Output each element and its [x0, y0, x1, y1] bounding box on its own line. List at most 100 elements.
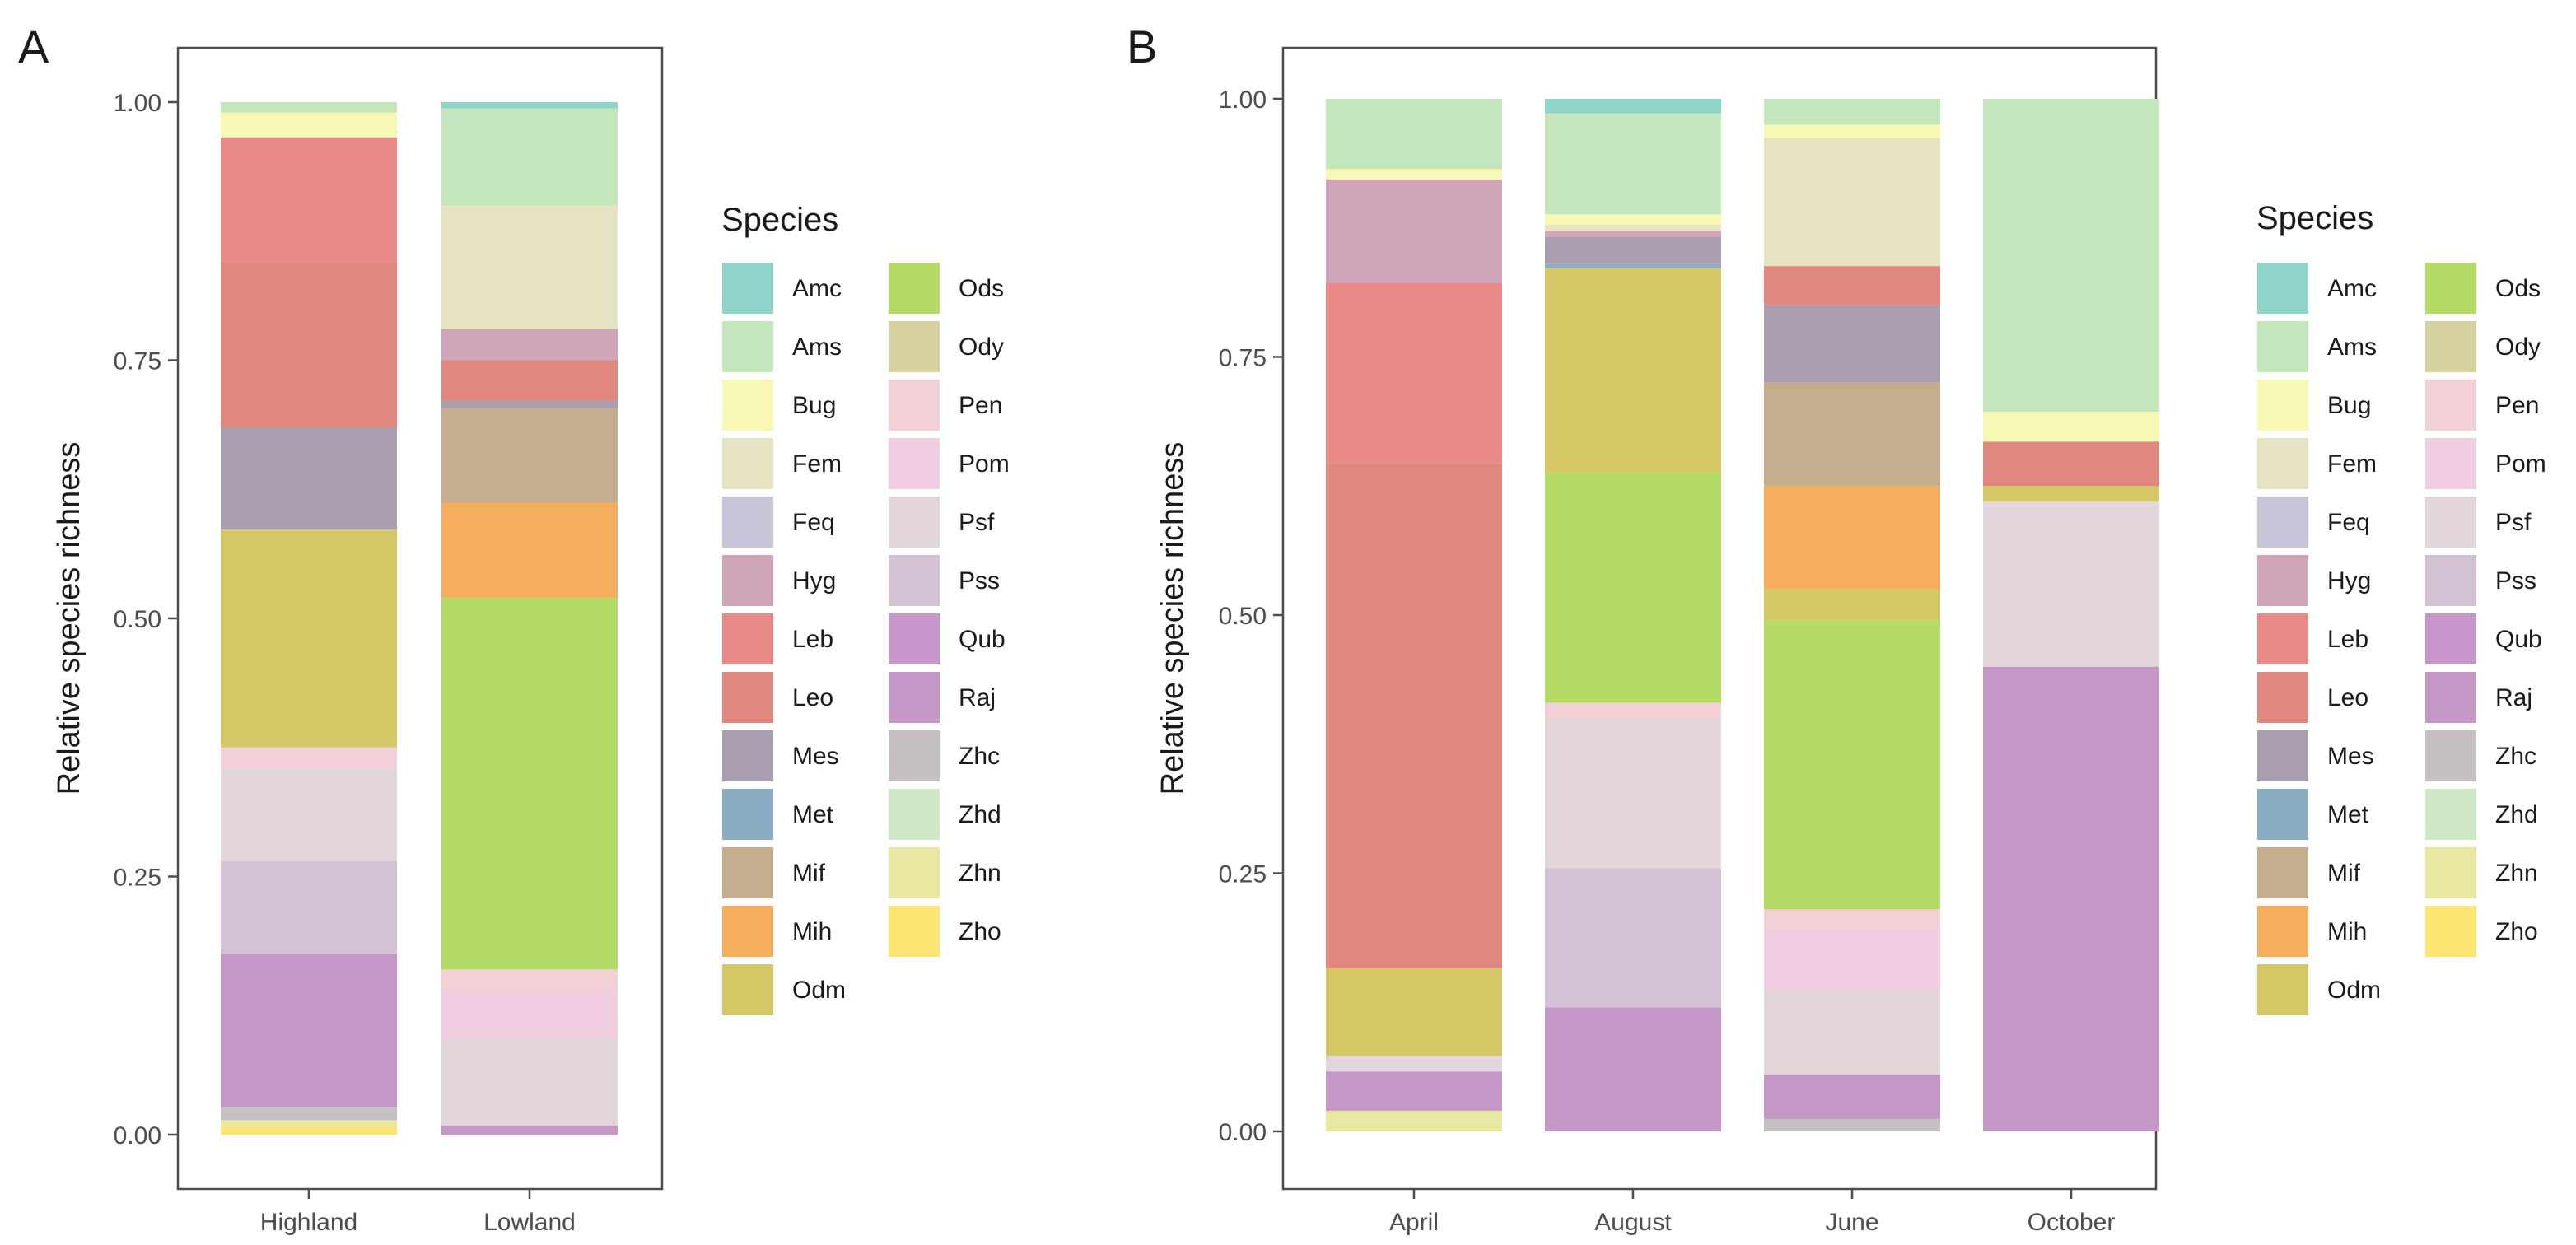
bar-segment-april-raj [1326, 1071, 1502, 1111]
bar-segment-april-ams [1326, 99, 1502, 170]
bar-segment-june-raj [1764, 1075, 1940, 1119]
legend-label-met: Met [792, 801, 834, 828]
bar-segment-highland-leb [221, 137, 397, 263]
bar-segment-lowland-leo [441, 360, 618, 401]
x-tick-label: October [2028, 1209, 2116, 1236]
legend-swatch-ody [2424, 319, 2478, 374]
legend-swatch-ams [721, 319, 775, 374]
legend-label-mif: Mif [792, 860, 826, 887]
legend-swatch-zhd [2424, 787, 2478, 842]
legend-label-leo: Leo [792, 684, 833, 711]
legend-swatch-leb [721, 612, 775, 666]
legend-label-zhn: Zhn [959, 860, 1001, 887]
bar-segment-highland-pss [221, 860, 397, 954]
bar-segment-highland-zhn [221, 1120, 397, 1126]
legend-label-ody: Ody [2495, 333, 2541, 361]
bar-segment-october-ams [1983, 99, 2159, 412]
legend-label-mih: Mih [2327, 918, 2367, 945]
bar-segment-highland-ams [221, 102, 397, 113]
bar-segment-highland-psf [221, 767, 397, 861]
bar-segment-june-psf [1764, 990, 1940, 1075]
legend-swatch-fem [721, 436, 775, 491]
bar-segment-lowland-fem [441, 205, 618, 329]
bar-segment-lowland-mih [441, 502, 618, 598]
legend-swatch-pss [2424, 553, 2478, 608]
legend-label-met: Met [2327, 801, 2369, 828]
bar-segment-june-ams [1764, 99, 1940, 125]
legend-label-psf: Psf [959, 509, 995, 536]
bar-segment-august-ods [1545, 472, 1721, 703]
y-tick-label: 0.75 [114, 348, 161, 375]
legend-label-zho: Zho [2495, 918, 2538, 945]
legend-label-amc: Amc [792, 275, 842, 302]
legend-swatch-mih [721, 904, 775, 958]
legend-swatch-pen [2424, 378, 2478, 432]
bar-segment-june-pen [1764, 909, 1940, 928]
legend-swatch-raj [887, 670, 941, 725]
legend-swatch-feq [721, 495, 775, 549]
legend-label-zhn: Zhn [2495, 860, 2538, 887]
legend-label-bug: Bug [2327, 392, 2371, 419]
bar-segment-april-bug [1326, 169, 1502, 180]
legend-swatch-zho [2424, 904, 2478, 958]
panel-label: A [18, 21, 49, 72]
legend-swatch-ams [2256, 319, 2310, 374]
y-tick-label: 0.25 [1219, 861, 1267, 888]
bar-segment-october-odm [1983, 486, 2159, 502]
legend-swatch-mif [721, 846, 775, 900]
legend-label-mih: Mih [792, 918, 832, 945]
legend-swatch-amc [721, 261, 775, 315]
legend-swatch-qub [2424, 612, 2478, 666]
bar-segment-august-odm [1545, 268, 1721, 473]
bar-segment-june-pom [1764, 927, 1940, 991]
bar-segment-october-psf [1983, 501, 2159, 667]
legend-title: Species [2256, 200, 2373, 236]
legend-label-fem: Fem [2327, 450, 2377, 478]
legend-label-odm: Odm [2327, 977, 2381, 1004]
bar-segment-august-hyg [1545, 231, 1721, 238]
bar-segment-highland-zho [221, 1126, 397, 1135]
bar-segment-august-ams [1545, 113, 1721, 215]
legend-label-leo: Leo [2327, 684, 2368, 711]
legend-swatch-pom [2424, 436, 2478, 491]
y-axis-title: Relative species richness [1155, 442, 1190, 795]
legend-swatch-ods [2424, 261, 2478, 315]
legend-swatch-pom [887, 436, 941, 491]
legend-label-pom: Pom [959, 450, 1010, 478]
legend-swatch-psf [2424, 495, 2478, 549]
bar-segment-april-leo [1326, 464, 1502, 968]
bar-segment-june-zhc [1764, 1118, 1940, 1131]
bar-segment-highland-zhc [221, 1107, 397, 1121]
legend-swatch-amc [2256, 261, 2310, 315]
bar-segment-april-hyg [1326, 179, 1502, 283]
legend-label-amc: Amc [2327, 275, 2377, 302]
legend-label-pss: Pss [2495, 567, 2536, 595]
bar-segment-lowland-ods [441, 597, 618, 970]
bar-segment-lowland-hyg [441, 329, 618, 361]
y-axis-title: Relative species richness [52, 442, 86, 795]
legend-label-zhc: Zhc [2495, 743, 2536, 770]
legend-label-mif: Mif [2327, 860, 2361, 887]
bar-segment-june-bug [1764, 124, 1940, 138]
bar-segment-june-mif [1764, 382, 1940, 487]
legend-label-qub: Qub [959, 626, 1006, 653]
legend-label-raj: Raj [959, 684, 996, 711]
legend-label-ody: Ody [959, 333, 1004, 361]
y-tick-label: 0.00 [114, 1122, 161, 1149]
legend-swatch-zhd [887, 787, 941, 842]
legend-swatch-feq [2256, 495, 2310, 549]
legend-label-ams: Ams [792, 333, 842, 361]
legend-swatch-pen [887, 378, 941, 432]
x-tick-label: August [1594, 1209, 1672, 1236]
legend-label-hyg: Hyg [792, 567, 836, 595]
bar-segment-august-pen [1545, 702, 1721, 719]
bar-segment-august-pss [1545, 868, 1721, 1008]
legend-swatch-pss [887, 553, 941, 608]
bar-segment-june-mes [1764, 305, 1940, 383]
legend-swatch-fem [2256, 436, 2310, 491]
bar-segment-october-bug [1983, 411, 2159, 442]
bar-segment-august-fem [1545, 224, 1721, 231]
legend-swatch-mes [721, 729, 775, 783]
legend-swatch-qub [887, 612, 941, 666]
bar-segment-lowland-pom [441, 990, 618, 1039]
